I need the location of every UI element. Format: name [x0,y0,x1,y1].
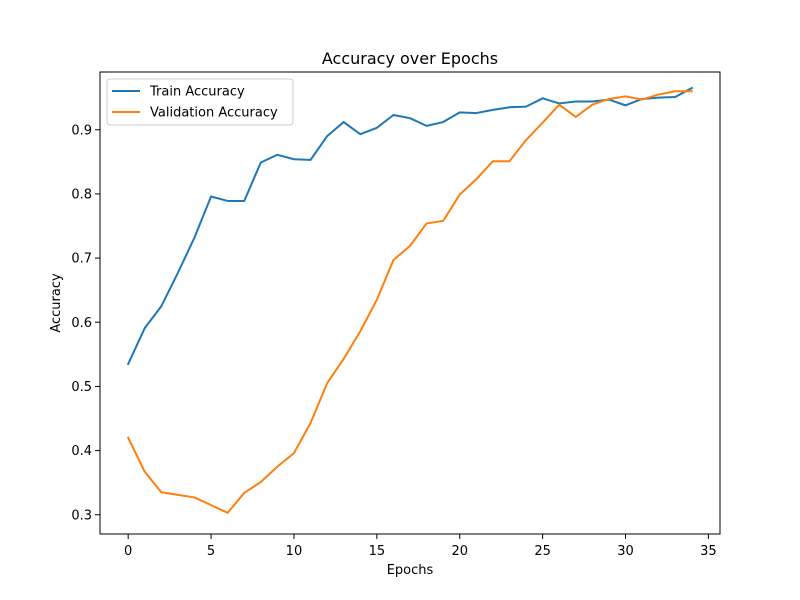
series-line-0 [126,86,694,366]
legend: Train Accuracy Validation Accuracy [106,78,294,126]
x-tick-label: 5 [207,544,215,559]
y-tick-label: 0.9 [71,123,92,138]
x-axis-label: Epochs [387,563,434,578]
chart-title: Accuracy over Epochs [322,49,498,68]
y-axis-label: Accuracy [49,273,64,333]
x-tick-label: 35 [700,544,717,559]
y-axis-ticks: 0.3 0.4 0.5 0.6 0.7 0.8 0.9 [71,123,100,523]
y-tick-label: 0.4 [71,444,92,459]
series-line-1 [126,90,693,514]
x-tick-label: 15 [369,544,386,559]
x-axis-ticks: 0 5 10 15 20 25 30 35 [124,534,717,559]
legend-label: Validation Accuracy [150,106,278,121]
y-tick-label: 0.8 [71,187,92,202]
x-tick-label: 10 [286,544,303,559]
x-tick-label: 25 [534,544,551,559]
plot-frame [99,71,721,535]
legend-box [106,78,294,126]
x-tick-label: 0 [124,544,132,559]
y-tick-label: 0.6 [71,316,92,331]
x-tick-label: 30 [617,544,634,559]
plot-lines [126,86,694,514]
legend-label: Train Accuracy [149,85,245,100]
x-tick-label: 20 [451,544,468,559]
y-tick-label: 0.3 [71,508,92,523]
y-tick-label: 0.7 [71,252,92,267]
y-tick-label: 0.5 [71,380,92,395]
